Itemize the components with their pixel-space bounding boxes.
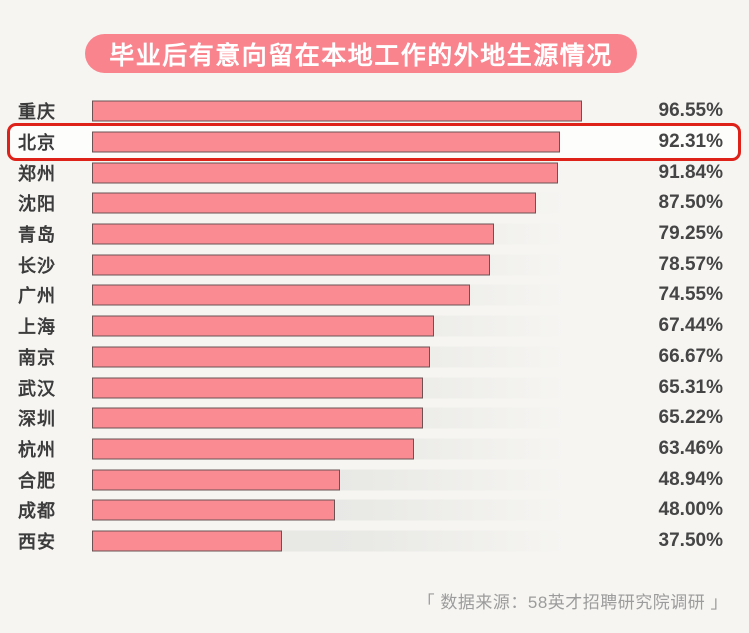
percent-value: 92.31% — [658, 131, 723, 153]
bar-row: 深圳 65.22% — [0, 403, 749, 434]
chart-title: 毕业后有意向留在本地工作的外地生源情况 — [109, 41, 613, 70]
bar-row: 重庆 96.55% — [0, 96, 749, 127]
bar-row: 合肥 48.94% — [0, 464, 749, 495]
bar — [92, 223, 494, 245]
bar — [92, 162, 558, 184]
city-label: 长沙 — [18, 255, 56, 276]
bar-row: 杭州 63.46% — [0, 434, 749, 465]
city-label: 杭州 — [18, 439, 56, 460]
bar — [92, 438, 414, 460]
bar-row: 西安 37.50% — [0, 526, 749, 557]
percent-value: 37.50% — [658, 529, 723, 551]
percent-value: 96.55% — [658, 100, 723, 122]
city-label: 重庆 — [18, 102, 56, 123]
city-label: 西安 — [18, 531, 56, 552]
city-label: 青岛 — [18, 225, 56, 246]
bar — [92, 192, 536, 214]
city-label: 武汉 — [18, 378, 56, 399]
chart-title-banner: 毕业后有意向留在本地工作的外地生源情况 — [85, 34, 637, 73]
percent-value: 79.25% — [658, 223, 723, 245]
bar-chart: 重庆 96.55% 北京 92.31% 郑州 91.84% 沈阳 87.50% … — [0, 96, 749, 556]
city-label: 成都 — [18, 501, 56, 522]
bar — [92, 346, 430, 368]
percent-value: 65.22% — [658, 407, 723, 429]
bar-row: 武汉 65.31% — [0, 372, 749, 403]
bar-row: 广州 74.55% — [0, 280, 749, 311]
city-label: 广州 — [18, 286, 56, 307]
percent-value: 48.00% — [658, 499, 723, 521]
percent-value: 67.44% — [658, 315, 723, 337]
city-label: 郑州 — [18, 163, 56, 184]
bar — [92, 100, 582, 122]
bar — [92, 530, 283, 552]
bar-row: 成都 48.00% — [0, 495, 749, 526]
city-label: 北京 — [18, 133, 56, 154]
city-label: 深圳 — [18, 409, 56, 430]
percent-value: 65.31% — [658, 376, 723, 398]
bar-row: 南京 66.67% — [0, 342, 749, 373]
bar — [92, 284, 470, 306]
bar-row: 郑州 91.84% — [0, 157, 749, 188]
city-label: 南京 — [18, 347, 56, 368]
city-label: 合肥 — [18, 470, 56, 491]
percent-value: 63.46% — [658, 437, 723, 459]
percent-value: 78.57% — [658, 253, 723, 275]
percent-value: 91.84% — [658, 161, 723, 183]
bar — [92, 315, 434, 337]
bar — [92, 254, 491, 276]
bar — [92, 377, 424, 399]
bar — [92, 407, 423, 429]
percent-value: 66.67% — [658, 345, 723, 367]
bar — [92, 499, 336, 521]
data-source-note: 「 数据来源：58英才招聘研究院调研 」 — [417, 593, 728, 612]
bar-row: 青岛 79.25% — [0, 219, 749, 250]
bar — [92, 469, 341, 491]
bar-row: 上海 67.44% — [0, 311, 749, 342]
percent-value: 48.94% — [658, 468, 723, 490]
bar — [92, 131, 560, 153]
bar-row: 沈阳 87.50% — [0, 188, 749, 219]
city-label: 上海 — [18, 317, 56, 338]
percent-value: 74.55% — [658, 284, 723, 306]
percent-value: 87.50% — [658, 192, 723, 214]
bar-row: 北京 92.31% — [0, 123, 749, 161]
city-label: 沈阳 — [18, 194, 56, 215]
bar-row: 长沙 78.57% — [0, 249, 749, 280]
